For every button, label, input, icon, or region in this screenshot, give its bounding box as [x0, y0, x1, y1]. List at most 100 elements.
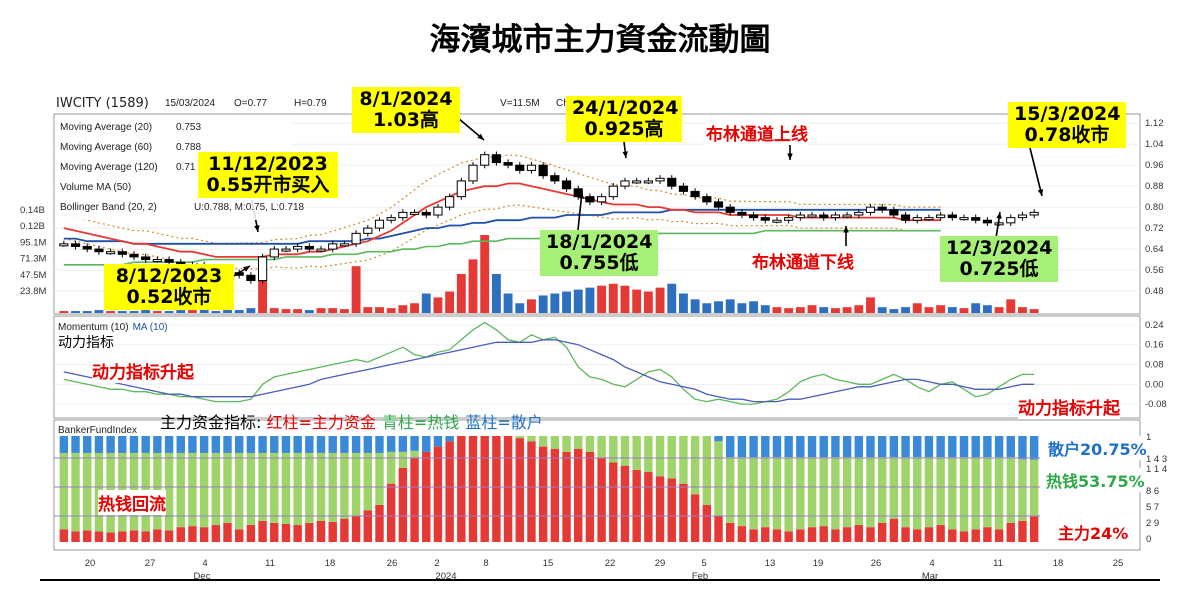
banker-main-bar: [211, 525, 221, 542]
momentum-tick-label: -0.08: [1145, 399, 1167, 410]
banker-retail-bar: [807, 436, 817, 458]
x-tick-label: 2: [434, 558, 439, 569]
candle-body: [702, 196, 712, 203]
banker-hot-bar: [983, 457, 992, 528]
banker-main-bar: [106, 532, 115, 542]
volume-bar: [912, 303, 922, 313]
candle-body: [643, 180, 653, 184]
banker-hot-bar: [620, 436, 630, 466]
banker-retail-bar: [784, 436, 793, 458]
banker-main-bar: [667, 478, 676, 542]
candle-body: [667, 177, 677, 187]
volume-bar: [924, 307, 934, 313]
banker-main-bar: [258, 520, 267, 542]
volume-bar: [199, 309, 209, 313]
candle-body: [971, 217, 981, 221]
banker-main-bar: [585, 451, 595, 542]
banker-retail-bar: [316, 436, 326, 453]
annotation-high-8-1: 8/1/2024 1.03高: [352, 87, 460, 133]
banker-main-bar: [936, 525, 945, 542]
banker-hot-bar: [784, 457, 793, 532]
banker-retail-bar: [386, 436, 396, 452]
x-tick-label: 20: [85, 558, 96, 569]
banker-retail-bar: [246, 436, 256, 453]
legend-value: 0.71: [176, 162, 196, 173]
x-month-label: Feb: [692, 571, 708, 582]
volume-bar: [608, 283, 618, 313]
price-tick-label: 1.12: [1145, 118, 1164, 129]
date-label: 15/03/2024: [165, 98, 215, 109]
volume-bar: [410, 303, 420, 313]
candle-body: [597, 196, 607, 203]
candle-body: [936, 214, 946, 219]
candle-body: [713, 201, 724, 208]
volume-bar: [585, 287, 595, 313]
label-boll-upper: 布林通道上线: [706, 120, 808, 145]
banker-hot-bar: [527, 436, 536, 442]
annotation-low-12-3: 12/3/2024 0.725低: [940, 236, 1058, 282]
banker-main-bar: [234, 529, 244, 542]
label-hot-money-return: 热钱回流: [98, 490, 166, 515]
volume-bar: [936, 305, 946, 313]
banker-retail-bar: [59, 436, 69, 453]
volume-bar: [901, 307, 911, 313]
candle-body: [386, 217, 396, 221]
banker-retail-bar: [1029, 436, 1039, 460]
banker-retail-bar: [83, 436, 92, 453]
volume-bar: [947, 307, 957, 313]
banker-retail-bar: [1006, 436, 1015, 458]
banker-retail-bar: [877, 436, 887, 458]
volume-bar: [117, 311, 127, 313]
price-tick-label: 0.48: [1145, 286, 1164, 297]
volume-bar: [398, 305, 408, 313]
volume-bar: [889, 309, 899, 313]
banker-main-bar: [433, 446, 443, 542]
volume-bar: [375, 307, 384, 313]
banker-hot-bar: [223, 452, 232, 523]
candle-body: [877, 206, 887, 211]
volume-bar: [94, 310, 104, 313]
arrow-head: [1037, 189, 1044, 196]
banker-hot-bar: [655, 436, 665, 477]
banker-hot-bar: [585, 436, 595, 452]
banker-hot-bar: [351, 452, 361, 516]
annotation-close-8-12: 8/12/2023 0.52收市: [104, 264, 234, 310]
banker-retail-bar: [94, 436, 104, 453]
banker-main-bar: [655, 476, 665, 542]
banker-hot-bar: [1006, 457, 1015, 523]
banker-retail-bar: [234, 436, 244, 453]
banker-main-bar: [562, 451, 571, 542]
banker-hot-bar: [562, 436, 571, 452]
banker-main-bar: [480, 436, 489, 542]
banker-retail-bar: [293, 436, 302, 453]
banker-hot-bar: [176, 452, 185, 528]
candle-body: [328, 243, 338, 250]
banker-retail-bar: [188, 436, 197, 453]
banker-retail-bar: [913, 436, 922, 458]
banker-main-bar: [375, 504, 384, 542]
banker-retail-bar: [854, 436, 864, 458]
x-tick-label: 22: [605, 558, 616, 569]
banker-hot-bar: [386, 451, 396, 484]
banker-retail-bar: [796, 436, 805, 458]
arrow-head: [477, 133, 484, 140]
banker-main-bar: [983, 527, 992, 542]
banker-hot-bar: [363, 452, 373, 511]
volume-bar: [456, 274, 466, 313]
banker-retail-bar: [948, 436, 957, 458]
banker-hot-bar: [761, 457, 770, 528]
candle-body: [503, 162, 513, 166]
banker-retail-bar: [433, 436, 443, 447]
volume-tick-label: 47.5M: [20, 270, 46, 281]
banker-hot-bar: [164, 452, 174, 531]
banker-retail-bar: [153, 436, 162, 453]
banker-main-bar: [772, 529, 782, 542]
banker-legend: 主力资金指标: 红柱=主力资金 青柱=热钱 蓝柱=散户: [160, 413, 543, 432]
main-force-percent: 主力24%: [1058, 520, 1129, 544]
banker-hot-bar: [690, 436, 700, 495]
banker-main-bar: [737, 526, 747, 542]
banker-hot-bar: [807, 457, 817, 528]
arrow-head: [254, 225, 260, 232]
volume-bar: [176, 310, 186, 313]
volume-bar: [141, 310, 151, 313]
